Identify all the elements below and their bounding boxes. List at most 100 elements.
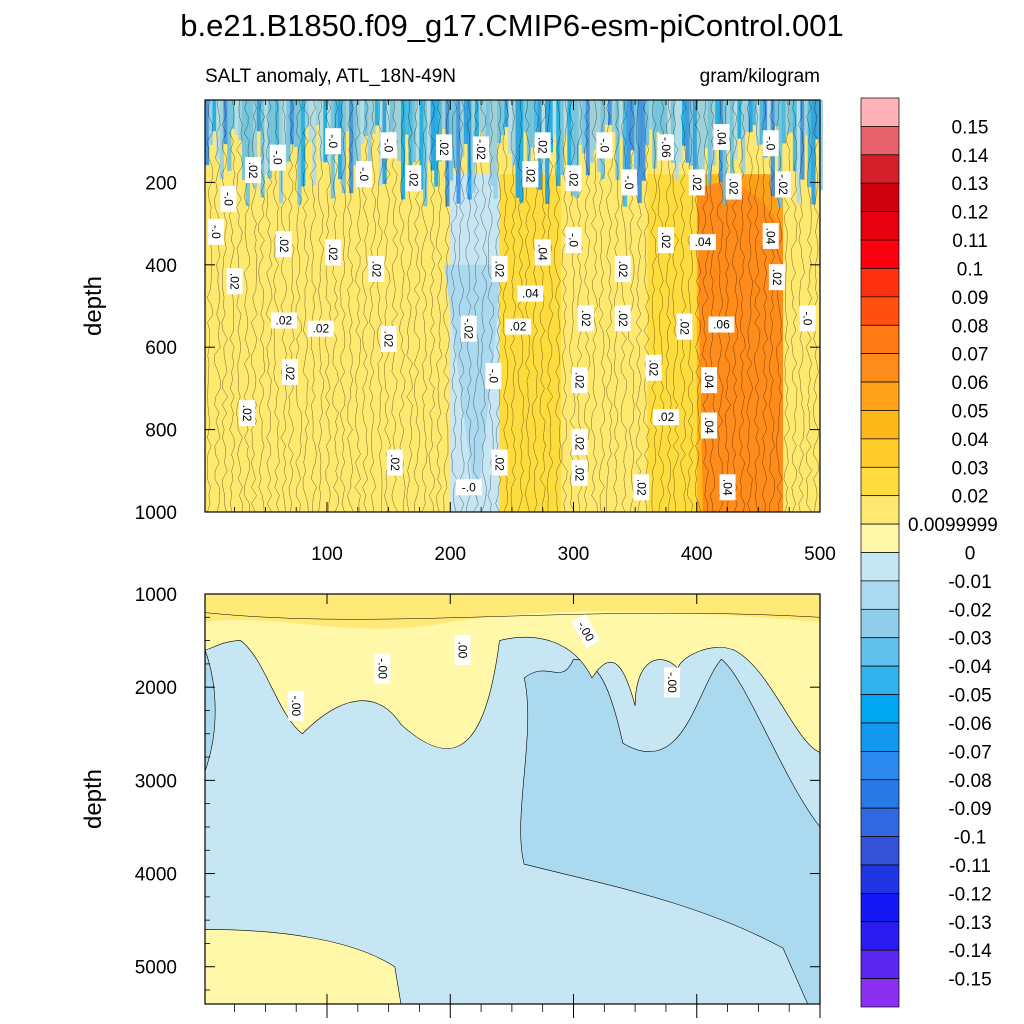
colorbar-box xyxy=(860,665,900,695)
contour-label-text: .02 xyxy=(406,170,420,187)
upper-contour-line xyxy=(716,99,724,513)
contour-label-text: .02 xyxy=(770,269,784,286)
contour-label-text: -.06 xyxy=(659,137,673,158)
upper-contour-line xyxy=(679,99,687,513)
colorbar-box xyxy=(860,864,900,894)
colorbar-label: 0.08 xyxy=(952,316,989,337)
colorbar-box xyxy=(860,97,900,127)
contour-label-bg xyxy=(368,255,385,282)
colorbar-box xyxy=(860,694,900,724)
surface-strip xyxy=(408,100,413,166)
contour-label: -.0 xyxy=(355,161,372,188)
surface-strip xyxy=(689,100,694,166)
upper-contour-line xyxy=(376,99,384,513)
contour-label-bg xyxy=(325,239,342,266)
upper-contour-line xyxy=(236,99,243,513)
contour-label: -.0 xyxy=(380,132,397,159)
contour-label: .02 xyxy=(534,132,551,159)
contour-label: .02 xyxy=(571,459,588,486)
contour-label-text: .02 xyxy=(313,322,330,336)
upper-contour-line xyxy=(731,99,739,513)
surface-strip xyxy=(748,100,753,133)
upper-contour-line xyxy=(546,99,554,513)
colorbar-label: -0.03 xyxy=(948,629,991,650)
colorbar-label: -0.07 xyxy=(948,742,991,763)
surface-strip xyxy=(249,100,254,170)
surface-strip xyxy=(334,100,339,138)
upper-contour-line xyxy=(561,99,568,513)
upper-contour-line xyxy=(517,99,524,513)
contour-label-text: .04 xyxy=(721,479,735,496)
contour-label-text: -.0 xyxy=(486,369,500,383)
contour-label-bg xyxy=(708,316,735,333)
upper-y-axis: 200 400 600 800 1000 xyxy=(135,173,820,524)
upper-contour-line xyxy=(487,99,494,513)
colorbar-box xyxy=(860,921,900,951)
colorbar-box xyxy=(860,324,900,355)
contour-label: -.0 xyxy=(762,130,779,157)
contour-label-text: .02 xyxy=(246,162,260,179)
contour-label-bg xyxy=(768,264,785,291)
lower-top-ribbon xyxy=(205,594,820,629)
contour-label-text: .02 xyxy=(276,313,293,327)
contour-label: .04 xyxy=(517,285,544,302)
contour-label-bg xyxy=(633,474,650,501)
contour-label-bg xyxy=(355,161,372,188)
contour-label: .04 xyxy=(701,412,718,439)
surface-strip xyxy=(685,100,690,163)
contour-label-text: -.00 xyxy=(375,658,389,679)
contour-label: -.02 xyxy=(775,171,792,198)
surface-strip xyxy=(619,100,624,139)
surface-strip xyxy=(371,100,376,134)
surface-strip xyxy=(811,100,816,205)
colorbar-box xyxy=(860,154,900,184)
contour-label-text: .04 xyxy=(764,228,778,245)
surface-strip xyxy=(792,100,798,172)
colorbar-label: 0.04 xyxy=(952,430,989,451)
surface-strip xyxy=(700,100,705,188)
upper-contour-line xyxy=(702,99,709,513)
surface-strip xyxy=(419,100,424,190)
colorbar-label: -0.15 xyxy=(948,970,991,991)
contour-label: .02 xyxy=(725,173,742,200)
upper-contour-line xyxy=(310,99,317,513)
contour-label: .02 xyxy=(325,239,342,266)
contour-label-text: -.00 xyxy=(665,672,679,693)
colorbar-box xyxy=(860,978,900,1008)
colorbar-label: 0.0099999 xyxy=(908,515,998,536)
colorbar-box xyxy=(860,296,900,326)
contour-label-bg xyxy=(405,165,422,192)
upper-field-column xyxy=(647,174,697,512)
contour-label: .02 xyxy=(768,264,785,291)
contour-label-bg xyxy=(282,358,299,385)
upper-contour-line xyxy=(650,99,657,513)
colorbar-label: -0.13 xyxy=(948,913,991,934)
colorbar-label: 0.14 xyxy=(952,146,989,167)
surface-strip xyxy=(275,100,280,159)
colorbar-box xyxy=(860,750,900,781)
surface-strip xyxy=(301,100,306,187)
upper-contour-labels: .02 -.0 -.0 -.0 .02 -.02 .02 -.0 -.06 .04 -.0 -.0 -.… xyxy=(208,124,816,501)
contour-label: .04 xyxy=(713,124,730,151)
contour-label-bg xyxy=(664,667,681,698)
contour-label-text: .04 xyxy=(695,235,712,249)
upper-contour-line xyxy=(221,99,228,513)
contour-label: .02 xyxy=(491,255,508,282)
upper-contour-lines xyxy=(206,99,819,513)
upper-contour-line xyxy=(539,99,546,513)
colorbar-label: 0.06 xyxy=(952,373,989,394)
contour-label-text: .02 xyxy=(523,166,537,183)
upper-contour-line xyxy=(295,99,302,513)
upper-contour-line xyxy=(428,99,436,513)
surface-strip xyxy=(363,100,369,136)
contour-label-text: -.0 xyxy=(597,138,611,152)
upper-panel: SALT anomaly, ATL_18N-49N gram/kilogram … xyxy=(80,66,836,565)
surface-strip xyxy=(759,100,764,145)
y-tick-label: 3000 xyxy=(135,771,177,792)
contour-label-bg xyxy=(325,128,342,155)
contour-label-bg xyxy=(701,367,718,394)
contour-label: -.0 xyxy=(565,227,582,254)
contour-label: -.0 xyxy=(269,144,286,171)
contour-label-bg xyxy=(454,634,471,665)
surface-strip xyxy=(781,100,786,144)
